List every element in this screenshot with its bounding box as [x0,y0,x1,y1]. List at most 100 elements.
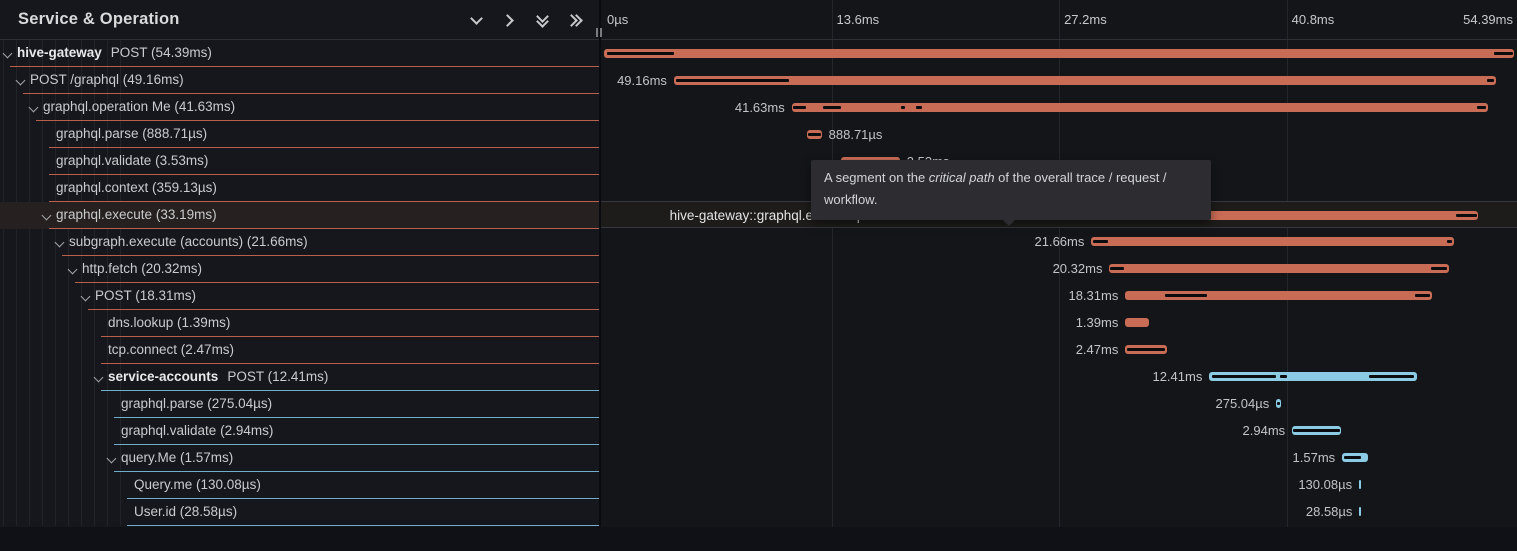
span-row-graphql.validate[interactable]: graphql.validate (3.53ms) [0,148,600,175]
chevron-down-icon[interactable] [80,291,91,302]
span-bar[interactable] [1342,453,1369,462]
chevron-right-icon[interactable] [501,13,516,27]
chevron-down-icon[interactable] [15,75,26,86]
timeline-row[interactable]: 20.32ms [601,255,1517,282]
chevron-down-icon[interactable] [106,453,117,464]
critical-path-segment [1415,294,1430,297]
span-label: graphql.context (359.13µs) [56,180,217,195]
timeline-row[interactable]: 2.94ms [601,417,1517,444]
span-bar[interactable] [604,49,1514,58]
span-label: User.id (28.58µs) [134,504,238,519]
span-row-user.id[interactable]: User.id (28.58µs) [0,499,600,526]
span-row-post[interactable]: POST /graphql (49.16ms) [0,67,600,94]
span-bar[interactable] [1359,480,1362,489]
chevron-down-icon[interactable] [54,237,65,248]
span-label: hive-gateway POST (54.39ms) [17,45,212,60]
timeline-row[interactable]: 275.04µs [601,390,1517,417]
span-bar[interactable] [1091,237,1454,246]
span-bar[interactable] [1209,372,1417,381]
chevron-down-icon[interactable] [93,372,104,383]
timeline-row[interactable]: 130.08µs [601,471,1517,498]
span-bar[interactable] [791,103,1489,112]
span-bar[interactable] [1359,507,1361,516]
span-row-subgraph.execute[interactable]: subgraph.execute (accounts) (21.66ms) [0,229,600,256]
timeline-tick-label: 27.2ms [1064,12,1107,27]
span-row-graphql.context[interactable]: graphql.context (359.13µs) [0,175,600,202]
row-border [101,363,600,364]
span-row-post[interactable]: POST (18.31ms) [0,283,600,310]
critical-path-segment [675,79,790,82]
service-name: service-accounts [108,369,219,384]
row-border [127,498,600,499]
critical-path-segment [915,106,922,109]
timeline-row[interactable]: 12.41ms [601,363,1517,390]
row-border [49,228,600,229]
timeline-header: 0µs 13.6ms 27.2ms 40.8ms 54.39ms [601,0,1517,40]
timeline-row[interactable]: 2.47ms [601,336,1517,363]
timeline-row[interactable]: 49.16ms [601,67,1517,94]
span-bar[interactable] [806,130,822,139]
span-row-dns.lookup[interactable]: dns.lookup (1.39ms) [0,310,600,337]
row-border [101,390,600,391]
span-row-graphql.parse[interactable]: graphql.parse (888.71µs) [0,121,600,148]
span-row-graphql.parse[interactable]: graphql.parse (275.04µs) [0,391,600,418]
span-label: dns.lookup (1.39ms) [108,315,231,330]
critical-path-segment [1092,240,1108,243]
chevron-down-icon[interactable] [67,264,78,275]
timeline-row[interactable]: 41.63ms [601,94,1517,121]
span-bar[interactable] [1109,264,1450,273]
span-bar[interactable] [1125,318,1149,327]
row-border [114,417,600,418]
span-label: tcp.connect (2.47ms) [108,342,235,357]
chevron-down-icon[interactable] [2,48,13,59]
span-label: graphql.parse (275.04µs) [121,396,273,411]
timeline-tick-label: 54.39ms [1463,12,1513,27]
timeline-row[interactable] [601,40,1517,67]
panel-resize-grip[interactable] [594,28,604,38]
row-border [36,120,600,121]
timeline-row[interactable]: 21.66ms [601,228,1517,255]
gridline [831,0,833,527]
chevron-down-icon[interactable] [41,210,52,221]
timeline-tick-label: 13.6ms [836,12,880,27]
chevron-down-icon[interactable] [28,102,39,113]
span-label: graphql.operation Me (41.63ms) [43,99,236,114]
timeline-row[interactable]: 888.71µs [601,121,1517,148]
double-chevron-right-icon[interactable] [565,13,583,27]
span-label: Query.me (130.08µs) [134,477,261,492]
row-border [114,444,600,445]
critical-path-segment [1494,52,1513,55]
span-row-post[interactable]: hive-gateway POST (54.39ms) [0,40,600,67]
span-row-graphql.execute[interactable]: graphql.execute (33.19ms) [0,202,600,229]
span-row-post[interactable]: service-accounts POST (12.41ms) [0,364,600,391]
timeline-row[interactable]: 28.58µs [601,498,1517,525]
panel-title: Service & Operation [18,10,180,28]
chevron-down-icon[interactable] [469,12,483,27]
critical-path-segment [900,106,905,109]
span-bar[interactable] [1125,345,1167,354]
timeline-row[interactable]: 18.31ms [601,282,1517,309]
critical-path-segment [1447,240,1453,243]
panel-divider[interactable] [599,0,601,527]
span-row-query.me[interactable]: Query.me (130.08µs) [0,472,600,499]
critical-path-segment [823,106,841,109]
span-row-graphql.operation[interactable]: graphql.operation Me (41.63ms) [0,94,600,121]
span-row-http.fetch[interactable]: http.fetch (20.32ms) [0,256,600,283]
span-bar[interactable] [673,76,1497,85]
span-bar[interactable] [1276,399,1281,408]
span-row-query.me[interactable]: query.Me (1.57ms) [0,445,600,472]
row-border [49,147,600,148]
page-background [0,527,1517,551]
double-chevron-down-icon[interactable] [535,10,549,28]
span-row-graphql.validate[interactable]: graphql.validate (2.94ms) [0,418,600,445]
span-label: query.Me (1.57ms) [121,450,234,465]
critical-path-segment [1369,375,1415,378]
duration-label: 41.63ms [734,100,785,115]
timeline-row[interactable]: 1.39ms [601,309,1517,336]
critical-path-segment [607,52,675,55]
span-bar[interactable] [1292,426,1342,435]
span-bar[interactable] [1125,291,1432,300]
span-row-tcp.connect[interactable]: tcp.connect (2.47ms) [0,337,600,364]
timeline-row[interactable]: 1.57ms [601,444,1517,471]
